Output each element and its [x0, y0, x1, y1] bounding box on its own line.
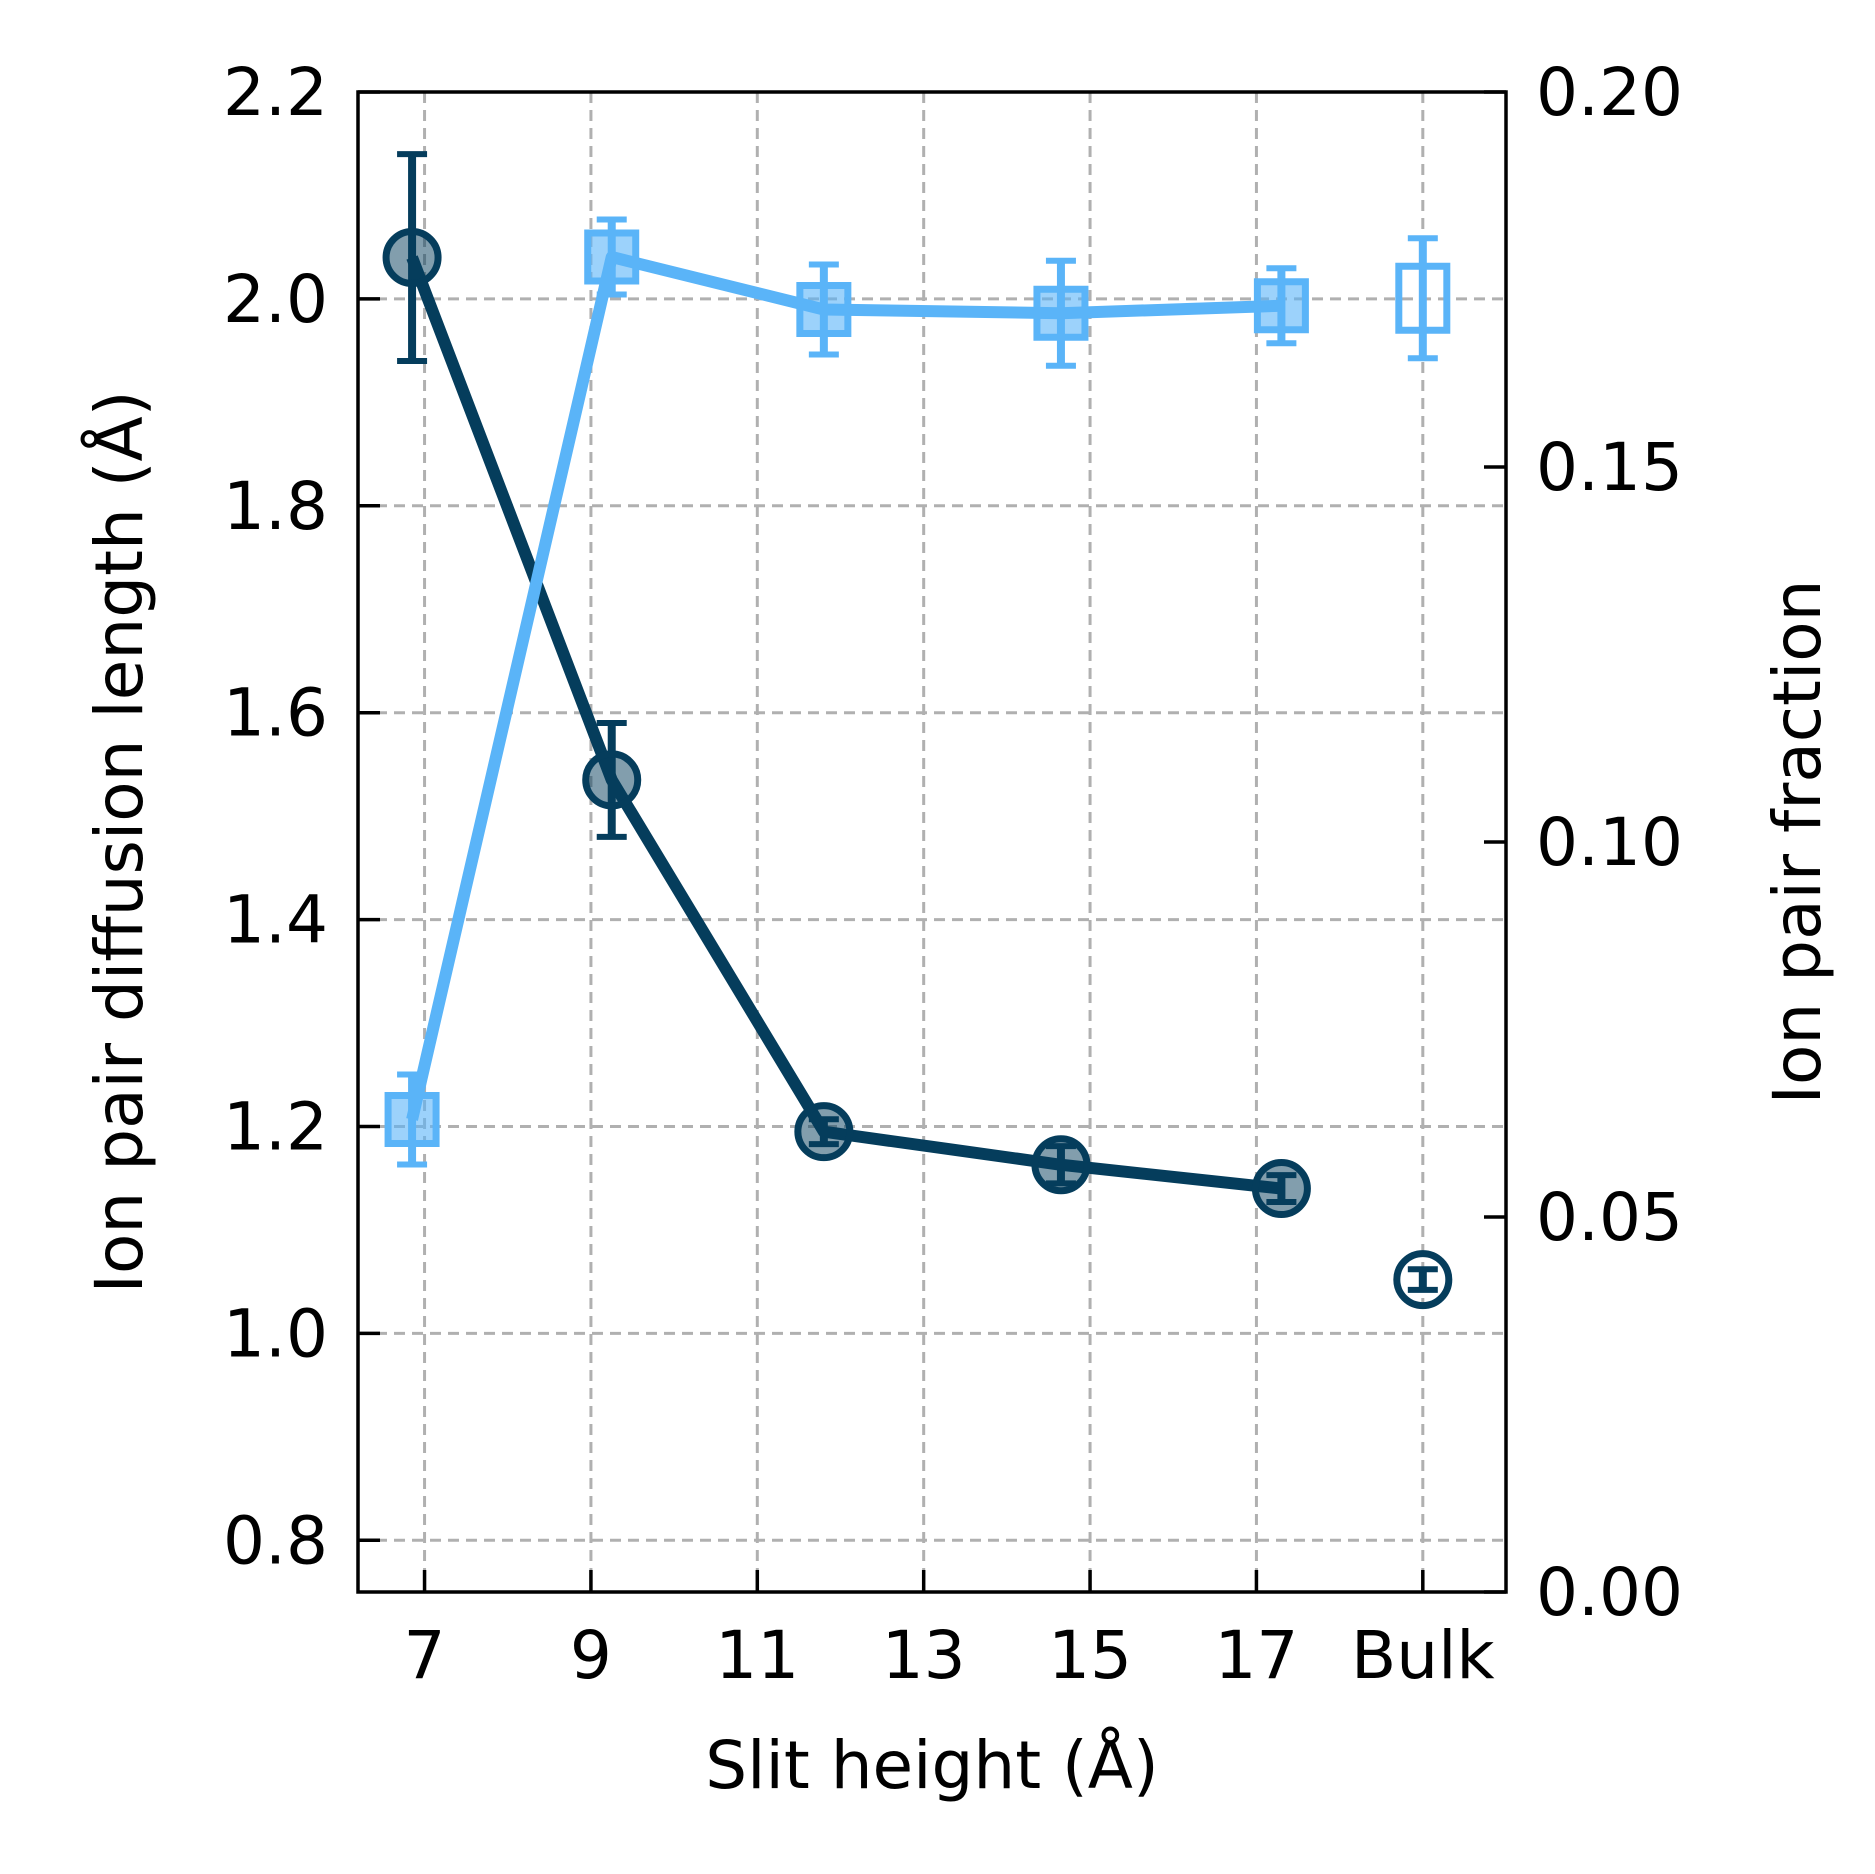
data-point	[1251, 1159, 1311, 1219]
series-1-line	[406, 255, 1283, 1195]
y-right-tick-label: 0.10	[1536, 804, 1683, 881]
data-point	[1393, 1250, 1453, 1310]
data-point	[384, 1092, 440, 1147]
y-axis-right-label: Ion pair fraction	[1759, 580, 1836, 1105]
x-tick-label: 7	[404, 1617, 446, 1694]
x-axis-label: Slit height (Å)	[705, 1727, 1158, 1804]
x-tick-label: 17	[1214, 1617, 1298, 1694]
data-point	[1253, 278, 1309, 334]
data-point	[1033, 285, 1089, 341]
ticks: 7 9 11 13 15 17 Bulk 0.8 1.0 1.2 1.4 1.6 1.8 2.0 2.2 0.…	[223, 54, 1683, 1694]
y-left-tick-label: 0.8	[223, 1502, 328, 1579]
y-left-tick-label: 1.8	[223, 468, 328, 545]
data-point	[796, 282, 852, 337]
y-left-tick-label: 1.0	[223, 1295, 328, 1372]
x-tick-label: 15	[1048, 1617, 1132, 1694]
y-axis-left-label: Ion pair diffusion length (Å)	[81, 391, 158, 1294]
y-left-tick-label: 1.6	[223, 675, 328, 752]
y-right-tick-label: 0.15	[1536, 429, 1683, 506]
y-left-tick-label: 1.2	[223, 1088, 328, 1165]
y-left-tick-label: 1.4	[223, 882, 328, 959]
y-left-tick-label: 2.2	[223, 54, 328, 131]
y-right-tick-label: 0.00	[1536, 1554, 1683, 1631]
data-point	[1395, 262, 1451, 334]
data-point	[794, 1102, 854, 1162]
series-3	[384, 216, 1309, 1168]
series-3-line	[406, 251, 1282, 1121]
y-right-tick-label: 0.05	[1536, 1179, 1683, 1256]
x-tick-label: 13	[882, 1617, 966, 1694]
series-4	[1395, 235, 1451, 362]
data-point	[1031, 1135, 1091, 1195]
series-1	[382, 151, 1311, 1219]
x-tick-label: 11	[715, 1617, 799, 1694]
series-layer	[382, 151, 1453, 1310]
series-2	[1393, 1250, 1453, 1310]
x-tick-label: 9	[570, 1617, 612, 1694]
x-tick-label: Bulk	[1351, 1617, 1495, 1694]
y-right-tick-label: 0.20	[1536, 54, 1683, 131]
data-point	[582, 750, 642, 810]
grid	[358, 90, 1506, 1592]
y-left-tick-label: 2.0	[223, 261, 328, 338]
data-point	[584, 229, 640, 285]
data-point	[382, 228, 442, 288]
